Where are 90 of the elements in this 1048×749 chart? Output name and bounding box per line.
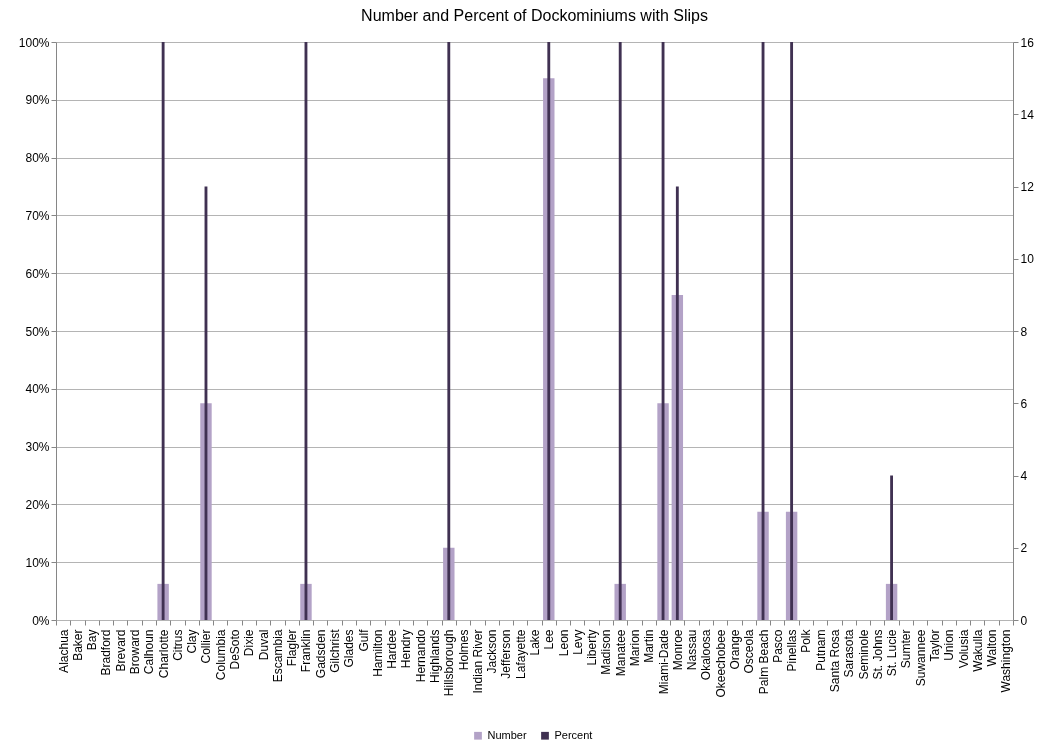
x-tick-label: Washington: [999, 629, 1014, 693]
y-tick-label: 50%: [25, 324, 50, 339]
x-tick-label: Santa Rosa: [827, 629, 842, 693]
x-tick-label: Leon: [556, 629, 571, 657]
x-tick-label: Putnam: [813, 629, 828, 671]
x-tick-label: Manatee: [613, 629, 628, 677]
y-tick-label: 30%: [25, 440, 50, 455]
y-tick-label: 10%: [25, 555, 50, 570]
y-tick-label: 40%: [25, 382, 50, 397]
y2-tick-label: 6: [1020, 396, 1028, 411]
x-tick-label: Collier: [199, 629, 214, 664]
y2-tick-label: 16: [1020, 35, 1035, 50]
x-tick-label: Gadsden: [313, 629, 328, 679]
y2-tick-label: 2: [1020, 541, 1028, 556]
legend-label: Percent: [554, 728, 593, 741]
y-tick-label: 60%: [25, 266, 50, 281]
y2-tick-label: 14: [1020, 107, 1035, 122]
x-tick-label: Pinellas: [785, 629, 800, 672]
y2-tick-label: 0: [1020, 613, 1028, 628]
x-tick-label: Lee: [542, 629, 557, 650]
x-tick-label: Hernando: [413, 629, 428, 683]
x-tick-label: Okeechobee: [713, 629, 728, 698]
x-tick-label: Bradford: [99, 629, 114, 676]
y2-tick-label: 8: [1020, 324, 1028, 339]
x-tick-label: Marion: [627, 629, 642, 667]
x-tick-label: Alachua: [56, 629, 71, 673]
x-tick-label: Bay: [85, 629, 100, 651]
x-tick-label: Monroe: [670, 629, 685, 671]
x-tick-label: Calhoun: [142, 629, 157, 675]
x-tick-label: Jefferson: [499, 629, 514, 679]
x-tick-label: Martin: [642, 629, 657, 663]
x-tick-label: Liberty: [585, 629, 600, 666]
y-tick-label: 0%: [32, 613, 50, 628]
y-tick-label: 20%: [25, 497, 50, 512]
y-tick-label: 80%: [25, 151, 50, 166]
x-tick-label: Sarasota: [842, 629, 857, 678]
x-tick-label: Duval: [256, 629, 271, 661]
x-tick-label: Brevard: [113, 629, 128, 672]
y-tick-label: 90%: [25, 93, 50, 108]
x-tick-label: Osceola: [742, 629, 757, 674]
legend-label: Number: [487, 728, 527, 741]
x-tick-label: Volusia: [956, 629, 971, 669]
chart-title: Number and Percent of Dockominiums with Slips: [361, 7, 708, 24]
x-tick-label: Columbia: [213, 629, 228, 681]
x-tick-label: Holmes: [456, 629, 471, 671]
x-tick-label: Union: [942, 629, 957, 661]
x-tick-label: Citrus: [170, 629, 185, 661]
x-tick-label: Walton: [985, 629, 1000, 667]
x-tick-label: Highlands: [428, 629, 443, 683]
x-tick-label: Seminole: [856, 629, 871, 680]
x-tick-label: Sumter: [899, 629, 914, 669]
y-tick-label: 100%: [18, 35, 50, 50]
x-tick-label: Baker: [70, 629, 85, 661]
x-tick-label: Jackson: [485, 629, 500, 674]
x-tick-label: Hamilton: [370, 629, 385, 677]
y2-tick-label: 12: [1020, 180, 1035, 194]
x-tick-label: St. Lucie: [885, 629, 900, 677]
x-tick-label: Nassau: [685, 629, 700, 671]
x-tick-label: Franklin: [299, 629, 314, 673]
x-tick-label: Okaloosa: [699, 629, 714, 681]
y-tick-label: 70%: [25, 208, 50, 223]
y2-tick-label: 10: [1020, 252, 1035, 267]
x-tick-label: Suwannee: [913, 629, 928, 687]
x-tick-label: Orange: [727, 629, 742, 670]
x-tick-label: Gilchrist: [328, 628, 343, 673]
x-tick-label: Flagler: [285, 629, 300, 667]
x-tick-label: Hillsborough: [442, 629, 457, 697]
x-tick-label: Lake: [528, 629, 542, 656]
x-tick-label: Glades: [342, 629, 357, 668]
x-tick-label: Hardee: [385, 629, 400, 669]
x-tick-label: Wakulla: [970, 629, 985, 672]
x-tick-label: Broward: [128, 629, 143, 675]
x-tick-label: Charlotte: [156, 629, 171, 679]
x-tick-label: Polk: [799, 628, 814, 653]
x-tick-label: Escambia: [270, 629, 285, 683]
x-tick-label: Levy: [570, 629, 585, 655]
x-tick-label: Palm Beach: [756, 629, 771, 695]
x-tick-label: DeSoto: [228, 629, 243, 670]
x-tick-label: Indian River: [470, 629, 485, 694]
x-tick-label: Miami-Dade: [656, 629, 671, 695]
x-tick-label: St. Johns: [870, 629, 885, 680]
x-tick-label: Madison: [599, 629, 614, 675]
x-tick-label: Lafayette: [513, 629, 528, 679]
x-tick-label: Clay: [185, 629, 200, 654]
x-tick-label: Dixie: [242, 629, 257, 657]
x-tick-label: Pasco: [770, 629, 785, 663]
x-tick-label: Hendry: [399, 629, 414, 669]
x-tick-label: Gulf: [356, 628, 371, 652]
x-tick-label: Taylor: [927, 629, 942, 662]
y2-tick-label: 4: [1020, 469, 1028, 483]
